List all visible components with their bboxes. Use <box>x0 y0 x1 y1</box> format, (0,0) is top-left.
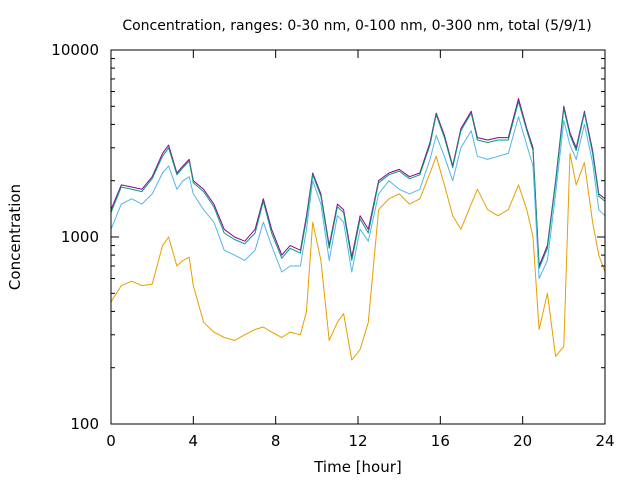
series-line-2 <box>110 101 606 269</box>
series-line-3 <box>110 116 606 279</box>
x-tick-label: 0 <box>106 432 116 450</box>
ticks-layer: 0 4 8 12 16 20 24 100 1000 10000 <box>51 41 614 450</box>
x-tick-label: 24 <box>595 432 614 450</box>
plot-frame <box>110 49 606 425</box>
y-tick-label: 100 <box>70 415 99 433</box>
y-tick-label: 1000 <box>61 228 99 246</box>
series-layer <box>110 98 606 361</box>
x-axis-title: Time [hour] <box>313 458 402 476</box>
x-tick-label: 8 <box>271 432 281 450</box>
y-axis-title: Concentration <box>6 184 24 290</box>
x-tick-label: 16 <box>431 432 450 450</box>
x-tick-label: 12 <box>348 432 367 450</box>
x-tick-label: 4 <box>189 432 199 450</box>
chart-title: Concentration, ranges: 0-30 nm, 0-100 nm… <box>122 18 591 34</box>
series-line-4 <box>110 152 606 361</box>
x-tick-label: 20 <box>513 432 532 450</box>
y-tick-label: 10000 <box>51 41 99 59</box>
